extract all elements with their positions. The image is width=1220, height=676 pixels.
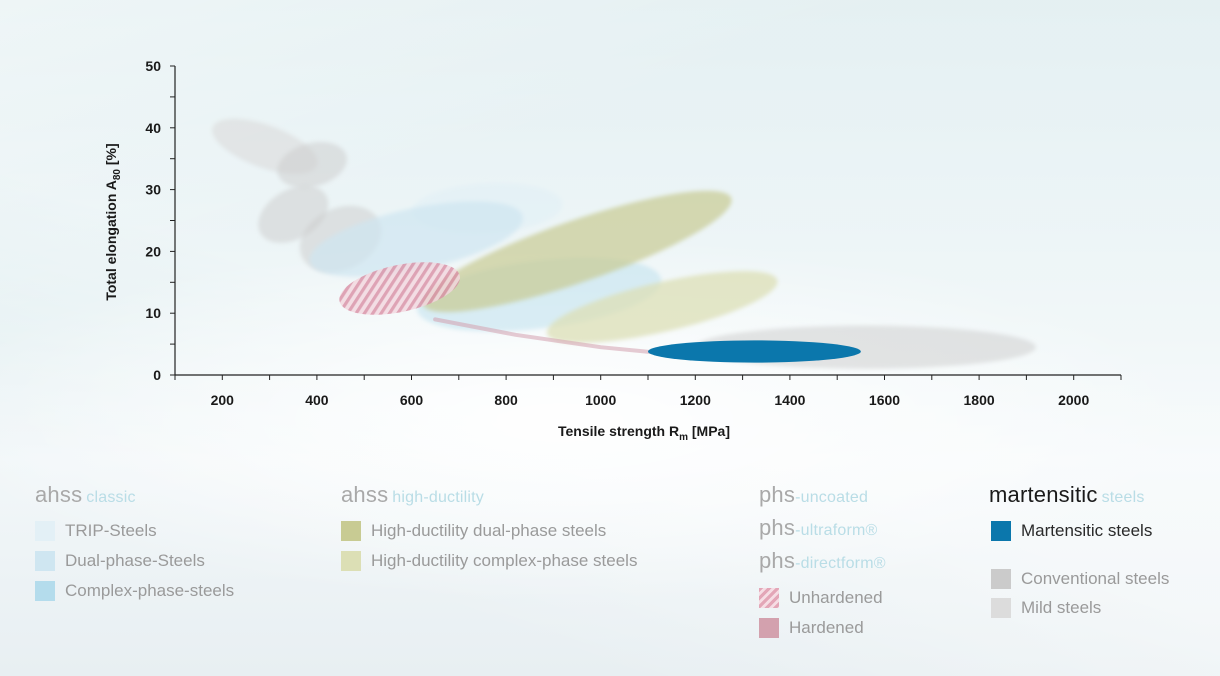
legend-swatch <box>341 521 361 541</box>
legend-item-hd-dual-phase: High-ductility dual-phase steels <box>341 521 606 541</box>
legend-swatch <box>35 521 55 541</box>
y-tick-label: 20 <box>145 243 161 259</box>
steel-regions <box>212 118 1036 369</box>
legend-heading-phs-uncoated: phs-uncoated <box>759 482 869 507</box>
region-high-ductility-complex-phase-steels-0 <box>546 271 778 343</box>
region-conventional-steels-0 <box>277 142 347 188</box>
legend-swatch <box>991 521 1011 541</box>
x-tick-label: 200 <box>211 392 235 408</box>
x-tick-label: 2000 <box>1058 392 1089 408</box>
legend-heading-martensitic: martensitic steels <box>989 482 1145 507</box>
y-axis-title: Total elongation A80 [%] <box>103 143 123 300</box>
region-high-ductility-dual-phase-steels-0 <box>422 190 732 313</box>
x-tick-label: 600 <box>400 392 424 408</box>
x-axis-title: Tensile strength Rm [MPa] <box>558 423 730 443</box>
legend-swatch <box>341 551 361 571</box>
legend-heading-phs-directform: phs-directform® <box>759 548 886 573</box>
y-tick-label: 30 <box>145 182 161 198</box>
legend-swatch <box>35 551 55 571</box>
x-tick-label: 1400 <box>774 392 805 408</box>
legend-swatch-hatched <box>759 588 779 608</box>
legend-item-complex-phase: Complex-phase-steels <box>35 581 234 601</box>
legend-item-martensitic: Martensitic steels <box>991 521 1152 541</box>
x-tick-label: 800 <box>494 392 518 408</box>
legend-item-dual-phase: Dual-phase-Steels <box>35 551 205 571</box>
region-martensitic-steels-0 <box>648 340 861 363</box>
legend-ahss-classic: ahss classic TRIP-Steels Dual-phase-Steel… <box>35 482 295 612</box>
x-tick-label: 1200 <box>680 392 711 408</box>
legend-item-trip: TRIP-Steels <box>35 521 157 541</box>
legend-heading-ahss-classic: ahss classic <box>35 482 136 507</box>
legend-item-hd-complex-phase: High-ductility complex-phase steels <box>341 551 637 571</box>
y-tick-label: 0 <box>153 367 161 383</box>
x-tick-label: 1800 <box>964 392 995 408</box>
axes: 200 400 600 800 1000 1200 1400 1600 1800 2000 0 10 2… <box>145 58 1122 408</box>
legend-martensitic: martensitic steels Martensitic steels Con… <box>989 482 1209 622</box>
legend-ahss-high-ductility: ahss high-ductility High-ductility dual-p… <box>341 482 691 582</box>
legend-phs: phs-uncoated phs-ultraform® phs-directfo… <box>759 482 959 642</box>
legend-item-mild: Mild steels <box>991 598 1101 618</box>
legend-swatch <box>991 569 1011 589</box>
region-unhardened-0 <box>339 262 461 315</box>
legend-heading-phs-ultraform: phs-ultraform® <box>759 515 878 540</box>
y-tick-label: 10 <box>145 305 161 321</box>
y-tick-label: 40 <box>145 120 161 136</box>
legend-item-hardened: Hardened <box>759 618 864 638</box>
region-dual-phase-steels-0 <box>309 201 523 277</box>
legend-swatch <box>759 618 779 638</box>
legend-swatch <box>991 598 1011 618</box>
x-tick-label: 1000 <box>585 392 616 408</box>
legend-swatch <box>35 581 55 601</box>
legend-item-conventional: Conventional steels <box>991 569 1169 589</box>
y-tick-label: 50 <box>145 58 161 74</box>
x-tick-label: 1600 <box>869 392 900 408</box>
legend-item-unhardened: Unhardened <box>759 588 883 608</box>
legend-heading-ahss-high-ductility: ahss high-ductility <box>341 482 485 507</box>
x-tick-label: 400 <box>305 392 329 408</box>
